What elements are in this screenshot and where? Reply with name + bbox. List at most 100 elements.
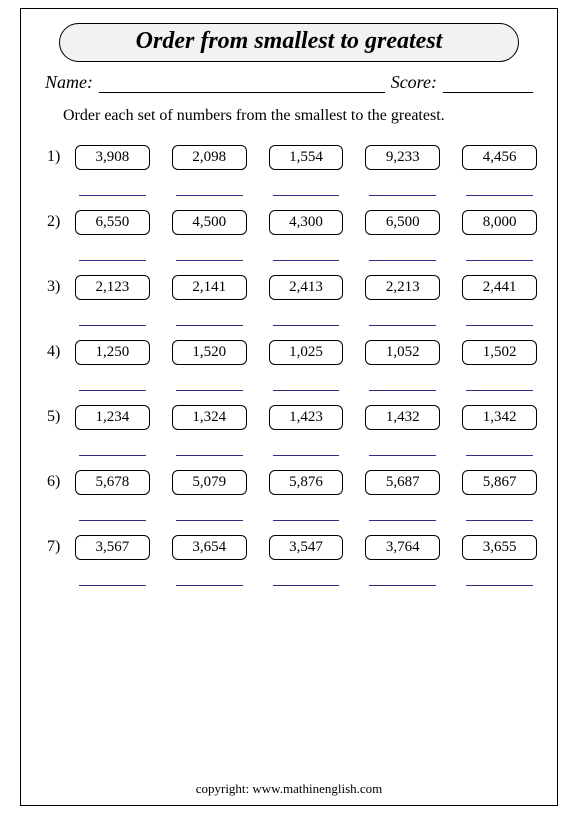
number-box: 1,502: [462, 340, 537, 365]
answer-blank[interactable]: [176, 438, 243, 456]
problem-row: 1)3,9082,0981,5549,2334,456: [41, 145, 537, 196]
number-box: 2,413: [269, 275, 344, 300]
number-box: 4,456: [462, 145, 537, 170]
answer-blank[interactable]: [79, 373, 146, 391]
header-line: Name: Score:: [45, 72, 533, 93]
number-box: 3,654: [172, 535, 247, 560]
answer-blank[interactable]: [176, 178, 243, 196]
number-box: 1,234: [75, 405, 150, 430]
answer-blank[interactable]: [176, 373, 243, 391]
number-box: 4,500: [172, 210, 247, 235]
problem-number: 5): [47, 405, 75, 426]
worksheet-page: Order from smallest to greatest Name: Sc…: [20, 8, 558, 806]
answer-blank[interactable]: [273, 503, 340, 521]
answer-blank[interactable]: [79, 178, 146, 196]
problem-row: 6)5,678 5,079 5,876 5,687 5,867: [41, 470, 537, 521]
answer-blank[interactable]: [79, 568, 146, 586]
number-box: 5,867: [462, 470, 537, 495]
number-box: 5,678: [75, 470, 150, 495]
answer-blank[interactable]: [466, 503, 533, 521]
score-blank[interactable]: [443, 75, 533, 93]
number-box: 5,079: [172, 470, 247, 495]
problem-number: 1): [47, 145, 75, 166]
answer-blank[interactable]: [273, 438, 340, 456]
problem-row: 4)1,250 1,520 1,025 1,052 1,502: [41, 340, 537, 391]
answer-blank[interactable]: [369, 308, 436, 326]
numbers-grid: 6,550 4,500 4,300 6,500 8,000: [75, 210, 537, 261]
problem-number: 4): [47, 340, 75, 361]
answer-blank[interactable]: [466, 373, 533, 391]
answer-blank[interactable]: [369, 503, 436, 521]
answer-blank[interactable]: [369, 438, 436, 456]
answer-blank[interactable]: [369, 373, 436, 391]
instruction-text: Order each set of numbers from the small…: [63, 107, 537, 125]
numbers-grid: 3,567 3,654 3,547 3,764 3,655: [75, 535, 537, 586]
answer-blank[interactable]: [369, 178, 436, 196]
numbers-grid: 5,678 5,079 5,876 5,687 5,867: [75, 470, 537, 521]
answer-blank[interactable]: [466, 438, 533, 456]
answer-blank[interactable]: [176, 503, 243, 521]
problem-row: 3)2,123 2,141 2,413 2,213 2,441: [41, 275, 537, 326]
number-box: 2,123: [75, 275, 150, 300]
answer-blank[interactable]: [369, 243, 436, 261]
number-box: 1,423: [269, 405, 344, 430]
number-box: 5,687: [365, 470, 440, 495]
answer-blank[interactable]: [176, 568, 243, 586]
answer-blank[interactable]: [273, 308, 340, 326]
number-box: 3,567: [75, 535, 150, 560]
number-box: 2,141: [172, 275, 247, 300]
answer-blank[interactable]: [273, 178, 340, 196]
answer-blank[interactable]: [273, 373, 340, 391]
number-box: 1,432: [365, 405, 440, 430]
number-box: 2,441: [462, 275, 537, 300]
number-box: 3,764: [365, 535, 440, 560]
number-box: 5,876: [269, 470, 344, 495]
number-box: 1,324: [172, 405, 247, 430]
answer-blank[interactable]: [369, 568, 436, 586]
number-box: 1,250: [75, 340, 150, 365]
number-box: 1,052: [365, 340, 440, 365]
answer-blank[interactable]: [466, 568, 533, 586]
number-box: 2,098: [172, 145, 247, 170]
problem-number: 3): [47, 275, 75, 296]
answer-blank[interactable]: [466, 178, 533, 196]
answer-blank[interactable]: [79, 243, 146, 261]
answer-blank[interactable]: [176, 243, 243, 261]
name-blank[interactable]: [99, 75, 385, 93]
problem-row: 7)3,567 3,654 3,547 3,764 3,655: [41, 535, 537, 586]
title-box: Order from smallest to greatest: [59, 23, 519, 62]
answer-blank[interactable]: [273, 243, 340, 261]
copyright-text: copyright: www.mathinenglish.com: [21, 781, 557, 797]
answer-blank[interactable]: [79, 503, 146, 521]
number-box: 1,025: [269, 340, 344, 365]
numbers-grid: 3,9082,0981,5549,2334,456: [75, 145, 537, 196]
number-box: 1,342: [462, 405, 537, 430]
number-box: 8,000: [462, 210, 537, 235]
number-box: 3,655: [462, 535, 537, 560]
page-title: Order from smallest to greatest: [136, 28, 443, 54]
score-label: Score:: [391, 72, 437, 93]
number-box: 1,520: [172, 340, 247, 365]
answer-blank[interactable]: [466, 243, 533, 261]
answer-blank[interactable]: [79, 308, 146, 326]
problem-number: 7): [47, 535, 75, 556]
numbers-grid: 1,234 1,324 1,423 1,432 1,342: [75, 405, 537, 456]
number-box: 4,300: [269, 210, 344, 235]
number-box: 6,500: [365, 210, 440, 235]
numbers-grid: 1,250 1,520 1,025 1,052 1,502: [75, 340, 537, 391]
answer-blank[interactable]: [176, 308, 243, 326]
answer-blank[interactable]: [273, 568, 340, 586]
answer-blank[interactable]: [79, 438, 146, 456]
name-label: Name:: [45, 72, 93, 93]
problem-row: 5)1,234 1,324 1,423 1,432 1,342: [41, 405, 537, 456]
numbers-grid: 2,123 2,141 2,413 2,213 2,441: [75, 275, 537, 326]
number-box: 2,213: [365, 275, 440, 300]
problem-row: 2)6,550 4,500 4,300 6,500 8,000: [41, 210, 537, 261]
problem-number: 6): [47, 470, 75, 491]
number-box: 3,547: [269, 535, 344, 560]
number-box: 1,554: [269, 145, 344, 170]
problem-number: 2): [47, 210, 75, 231]
number-box: 6,550: [75, 210, 150, 235]
problems-container: 1)3,9082,0981,5549,2334,4562)6,5504,5004…: [41, 145, 537, 586]
answer-blank[interactable]: [466, 308, 533, 326]
